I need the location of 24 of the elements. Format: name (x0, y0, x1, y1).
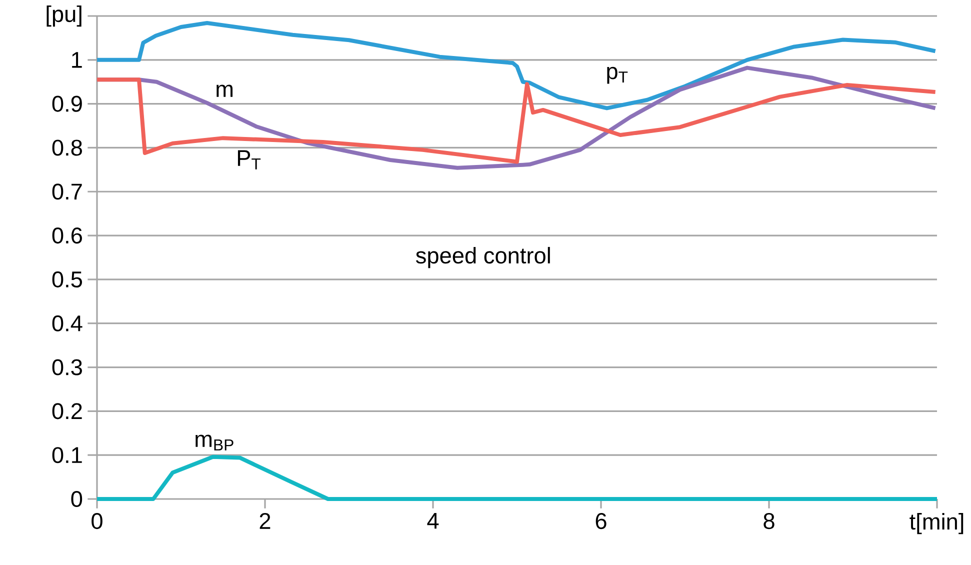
series-label: P$_{T}$ (238, 150, 261, 170)
x-tick-label: 2 (260, 513, 270, 529)
y-tick-label: 0.3 (52, 359, 82, 376)
y-tick-label: 0.5 (52, 271, 82, 288)
series-label: m (216, 84, 233, 97)
y-tick-label: 0.7 (52, 184, 82, 200)
y-tick-label: 0.6 (52, 228, 82, 244)
y-tick-label: 0.8 (52, 140, 82, 156)
x-tick-label: 4 (427, 513, 439, 529)
y-tick-label: 0.2 (52, 403, 82, 420)
x-tick-label: t[min] (910, 513, 964, 534)
y-tick-label: [pu] (46, 5, 82, 27)
y-tick-label: 0.1 (52, 447, 82, 464)
series-label: m$_{BP}$ (196, 434, 234, 450)
x-tick-label: 8 (764, 513, 774, 530)
y-tick-label: 0 (71, 490, 82, 508)
y-tick-label: 0.4 (52, 315, 82, 332)
y-tick-label: 0.9 (52, 96, 82, 112)
y-tick-label: 1 (72, 52, 82, 68)
x-tick-label: 0 (92, 513, 102, 530)
x-tick-label: 6 (596, 513, 606, 530)
annotation: speed control (416, 246, 550, 268)
series-label: p$_{T}$ (607, 66, 628, 84)
line-series (95, 21, 938, 110)
